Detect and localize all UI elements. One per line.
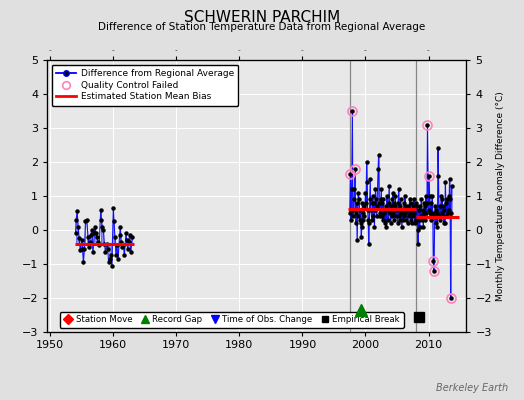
Text: Berkeley Earth: Berkeley Earth xyxy=(436,383,508,393)
Text: SCHWERIN PARCHIM: SCHWERIN PARCHIM xyxy=(184,10,340,25)
Text: Difference of Station Temperature Data from Regional Average: Difference of Station Temperature Data f… xyxy=(99,22,425,32)
Y-axis label: Monthly Temperature Anomaly Difference (°C): Monthly Temperature Anomaly Difference (… xyxy=(496,91,505,301)
Legend: Station Move, Record Gap, Time of Obs. Change, Empirical Break: Station Move, Record Gap, Time of Obs. C… xyxy=(60,312,403,328)
